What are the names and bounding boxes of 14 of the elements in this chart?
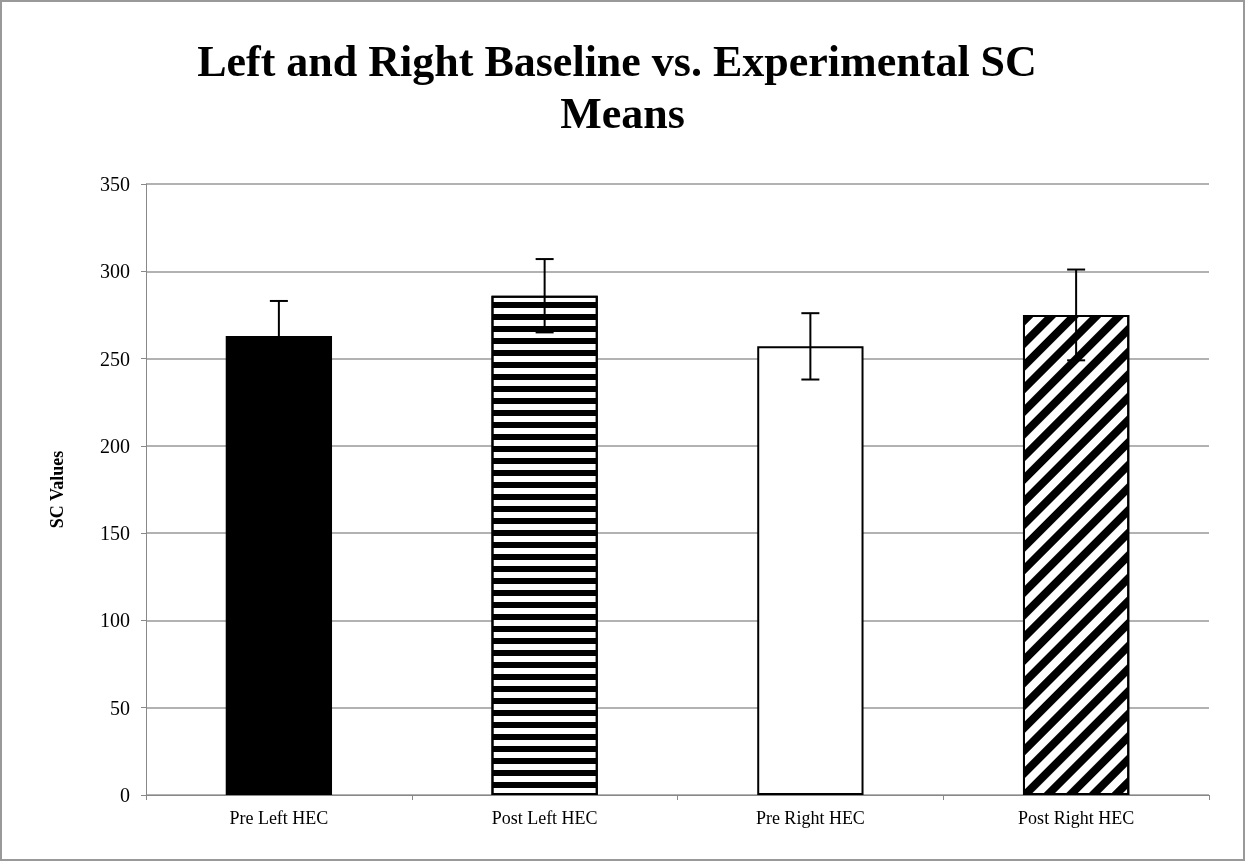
y-tick-label: 300 [100,260,130,283]
x-tick-label: Post Left HEC [491,808,598,828]
y-tick-label: 350 [100,173,130,195]
y-tick-label: 250 [100,347,130,370]
x-tick-label: Pre Left HEC [229,808,329,828]
y-tick-label: 0 [120,784,130,806]
y-tick-label: 100 [100,609,130,632]
y-tick-label: 150 [100,522,130,545]
x-tick-label: Pre Right HEC [755,808,865,828]
y-tick-label: 50 [110,696,130,719]
chart-title: Left and Right Baseline vs. Experimental SC Means [197,36,1048,138]
y-tick-label: 200 [100,434,130,457]
x-tick-label: Post Right HEC [1018,808,1135,828]
y-axis-title: SC Values [47,450,67,529]
